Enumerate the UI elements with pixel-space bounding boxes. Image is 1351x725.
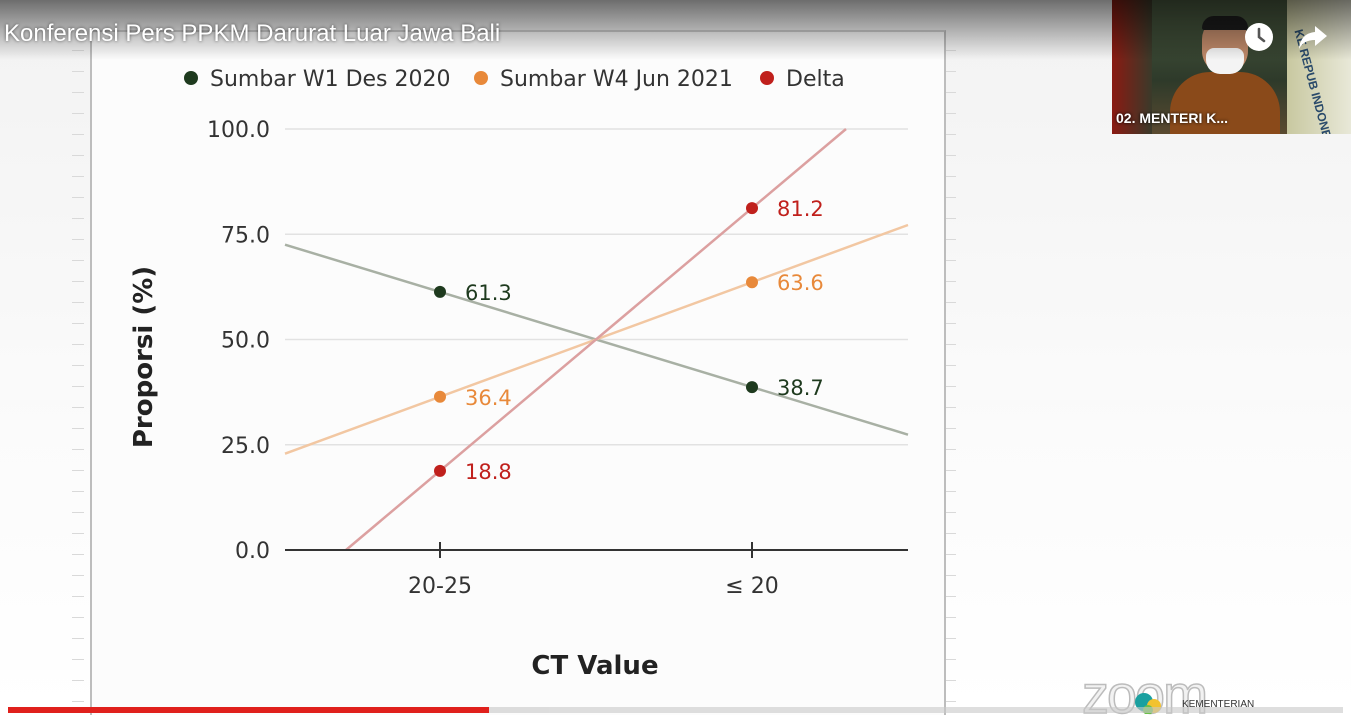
data-point: [434, 285, 446, 298]
data-label: 36.4: [465, 386, 512, 410]
data-point: [746, 276, 758, 289]
slide-edge-ticks-left: [72, 30, 84, 713]
speaker-mask: [1206, 48, 1244, 74]
x-tick-label: ≤ 20: [725, 574, 778, 599]
y-tick-label: 100.0: [207, 118, 270, 143]
video-title[interactable]: Konferensi Pers PPKM Darurat Luar Jawa B…: [4, 20, 501, 47]
legend-marker: [474, 71, 488, 85]
y-tick-label: 50.0: [221, 329, 270, 354]
legend-label: Delta: [786, 67, 845, 92]
data-label: 18.8: [465, 460, 512, 484]
y-tick-label: 75.0: [221, 223, 270, 248]
speaker-body: [1170, 72, 1280, 134]
x-tick-label: 20-25: [408, 574, 472, 599]
video-progress-bar[interactable]: [8, 707, 1343, 713]
legend-marker: [184, 71, 198, 85]
data-label: 38.7: [777, 376, 824, 400]
share-arrow-icon[interactable]: [1296, 20, 1330, 54]
speaker-label: 02. MENTERI K...: [1116, 110, 1229, 126]
legend-label: Sumbar W1 Des 2020: [210, 67, 451, 92]
slide-edge-ticks-right: [944, 30, 956, 713]
legend-label: Sumbar W4 Jun 2021: [500, 67, 733, 92]
y-axis-label: Proporsi (%): [129, 266, 159, 448]
data-label: 61.3: [465, 281, 512, 305]
trend-line-delta: [345, 128, 847, 551]
data-label: 81.2: [777, 197, 824, 221]
kemenkes-text: KEMENTERIAN: [1182, 699, 1255, 710]
data-point: [434, 390, 446, 403]
data-label: 63.6: [777, 271, 824, 295]
x-axis-label: CT Value: [531, 651, 658, 681]
slide-panel: [90, 30, 946, 715]
y-tick-label: 0.0: [235, 539, 270, 564]
data-point: [746, 202, 758, 215]
legend-marker: [760, 71, 774, 85]
y-tick-label: 25.0: [221, 434, 270, 459]
clock-icon[interactable]: [1242, 20, 1276, 54]
progress-played: [8, 707, 489, 713]
data-point: [746, 381, 758, 394]
data-point: [434, 464, 446, 477]
